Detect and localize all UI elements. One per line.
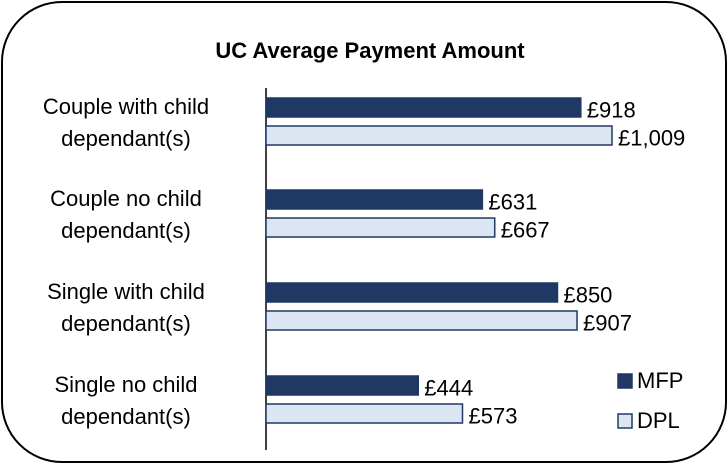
value-label: £667 [501,217,550,242]
value-label: £850 [563,282,612,307]
value-label: £573 [468,403,517,428]
value-label: £444 [424,375,473,400]
chart-title: UC Average Payment Amount [215,38,525,63]
category-label: Couple with child dependant(s) [42,94,210,151]
legend-swatch [617,373,633,389]
legend-label: MFP [637,368,683,393]
bar [265,97,582,118]
bar [265,217,496,238]
legend-swatch [617,413,633,429]
category-label: Couple no child dependant(s) [50,186,202,243]
category-label: Single with child dependant(s) [47,279,205,336]
value-label: £918 [587,97,636,122]
bar [265,375,420,396]
bar [265,282,559,303]
legend-label: DPL [637,408,680,433]
value-label: £1,009 [618,125,685,150]
bar [265,403,464,424]
value-label: £631 [488,189,537,214]
value-label: £907 [583,310,632,335]
bar [265,189,484,210]
bar [265,310,578,331]
bar [265,125,613,146]
category-label: Single no child dependant(s) [54,372,198,429]
